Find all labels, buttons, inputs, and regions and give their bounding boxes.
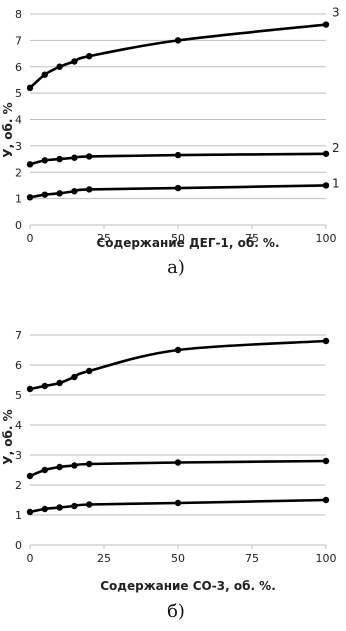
data-point	[174, 346, 182, 354]
panel-label: а)	[167, 257, 185, 278]
x-tick-label: 0	[27, 552, 34, 565]
data-point	[71, 462, 78, 469]
y-tick-label: 1	[15, 193, 22, 206]
data-point	[71, 154, 78, 161]
y-axis-title: У, об. %	[1, 102, 15, 157]
y-tick-label: 3	[15, 140, 22, 153]
data-point	[41, 157, 48, 164]
x-tick-label: 100	[316, 552, 337, 565]
x-axis-title: Содержание СО-3, об. %.	[100, 579, 276, 593]
y-tick-label: 2	[15, 166, 22, 179]
data-point	[26, 194, 34, 201]
data-point	[86, 501, 93, 508]
data-point	[174, 151, 182, 159]
data-point	[26, 508, 34, 516]
data-point	[174, 459, 182, 466]
y-tick-label: 5	[15, 389, 22, 402]
data-point	[322, 150, 330, 157]
data-point	[56, 379, 63, 387]
y-tick-label: 4	[15, 419, 22, 432]
y-tick-label: 6	[15, 61, 22, 74]
data-point	[56, 63, 63, 70]
data-point	[41, 382, 48, 390]
data-point	[26, 472, 34, 480]
y-tick-label: 8	[15, 8, 22, 21]
x-tick-label: 50	[171, 552, 185, 565]
y-tick-label: 4	[15, 114, 22, 127]
data-point	[56, 504, 63, 511]
data-point	[41, 466, 48, 474]
data-point	[322, 496, 330, 504]
x-axis-title: Содержание ДЕГ-1, об. %.	[96, 236, 279, 250]
y-tick-label: 2	[15, 479, 22, 492]
data-point	[26, 84, 34, 92]
y-tick-label: 6	[15, 359, 22, 372]
data-point	[86, 367, 93, 375]
data-point	[71, 58, 78, 65]
panel-label: б)	[167, 601, 185, 622]
y-tick-label: 7	[15, 329, 22, 342]
data-point	[26, 385, 34, 393]
data-point	[174, 37, 182, 44]
data-point	[86, 186, 93, 193]
data-point	[86, 53, 93, 60]
y-tick-label: 0	[15, 219, 22, 232]
series-label: 1	[332, 176, 340, 190]
data-point	[322, 337, 330, 345]
data-point	[174, 499, 182, 507]
y-tick-label: 0	[15, 539, 22, 552]
data-point	[322, 182, 330, 189]
x-tick-label: 75	[245, 552, 259, 565]
data-point	[41, 71, 48, 78]
data-point	[56, 190, 63, 197]
series-label: 2	[332, 141, 340, 155]
x-tick-label: 75	[245, 232, 259, 245]
x-tick-label: 50	[171, 232, 185, 245]
y-tick-label: 7	[15, 34, 22, 47]
data-point	[71, 502, 78, 510]
data-point	[71, 373, 78, 381]
data-point	[322, 21, 330, 28]
y-tick-label: 3	[15, 449, 22, 462]
x-tick-label: 100	[316, 232, 337, 245]
series-label: 3	[332, 6, 340, 20]
data-point	[322, 457, 330, 465]
data-point	[174, 184, 182, 192]
x-tick-label: 25	[97, 232, 111, 245]
chart-a: 0 1 2 3 4 5 6 7 8 0 25 50 75 100 Содержание ДЕГ-1, об.…	[1, 6, 340, 278]
data-point	[26, 161, 34, 168]
y-tick-label: 1	[15, 509, 22, 522]
data-point	[86, 153, 93, 160]
x-tick-label: 0	[27, 232, 34, 245]
data-point	[56, 463, 63, 471]
data-point	[86, 460, 93, 468]
x-tick-label: 25	[97, 552, 111, 565]
data-point	[56, 155, 63, 163]
data-point	[41, 191, 48, 198]
y-axis-title: У, об. %	[1, 409, 15, 464]
data-point	[71, 188, 78, 195]
data-point	[41, 505, 48, 513]
chart-b: 0 1 2 3 4 5 6 7 0 25 50 75 100 Содержание СО-3, об. %…	[1, 329, 337, 622]
series-line	[29, 23, 327, 89]
y-tick-label: 5	[15, 87, 22, 100]
